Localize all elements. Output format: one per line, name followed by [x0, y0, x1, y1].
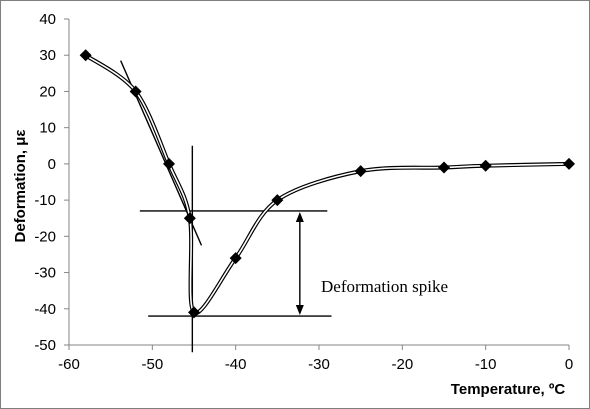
- y-tick-label: 30: [39, 47, 56, 64]
- y-tick-label: 40: [39, 11, 56, 28]
- data-point: [271, 194, 284, 207]
- x-tick-label: -40: [225, 356, 247, 373]
- series: [79, 49, 575, 319]
- x-tick-label: -20: [391, 356, 413, 373]
- axes: [64, 18, 570, 350]
- data-point: [479, 159, 492, 172]
- annotations: [120, 60, 332, 353]
- data-point: [183, 212, 196, 225]
- series-line-outer: [84, 53, 570, 315]
- y-tick-label: -10: [34, 192, 56, 209]
- y-tick-label: -50: [34, 337, 56, 354]
- y-tick-label: 0: [48, 156, 56, 173]
- y-tick-label: 10: [39, 120, 56, 137]
- y-tick-label: -20: [34, 228, 56, 245]
- y-axis-title: Deformation, με: [12, 130, 29, 243]
- x-tick-label: -10: [475, 356, 497, 373]
- data-point: [129, 85, 142, 98]
- y-tick-label: 20: [39, 83, 56, 100]
- data-point: [163, 157, 175, 170]
- data-point: [188, 306, 200, 319]
- spike-arrow-head-bottom: [295, 305, 304, 316]
- data-point: [563, 157, 575, 170]
- deformation-spike-label: Deformation spike: [321, 277, 448, 296]
- spike-arrow-head-top: [295, 211, 304, 222]
- x-tick-label: -60: [58, 356, 80, 373]
- x-tick-label: -30: [308, 356, 330, 373]
- data-point: [229, 252, 242, 265]
- x-axis-title: Temperature, ºC: [451, 381, 566, 398]
- data-point: [354, 165, 367, 178]
- y-tick-label: -40: [34, 301, 56, 318]
- data-point: [79, 49, 92, 62]
- x-tick-label: -50: [141, 356, 163, 373]
- data-point: [438, 161, 450, 174]
- x-tick-label: 0: [565, 356, 573, 373]
- series-line-inner: [85, 54, 570, 314]
- y-tick-label: -30: [34, 265, 56, 282]
